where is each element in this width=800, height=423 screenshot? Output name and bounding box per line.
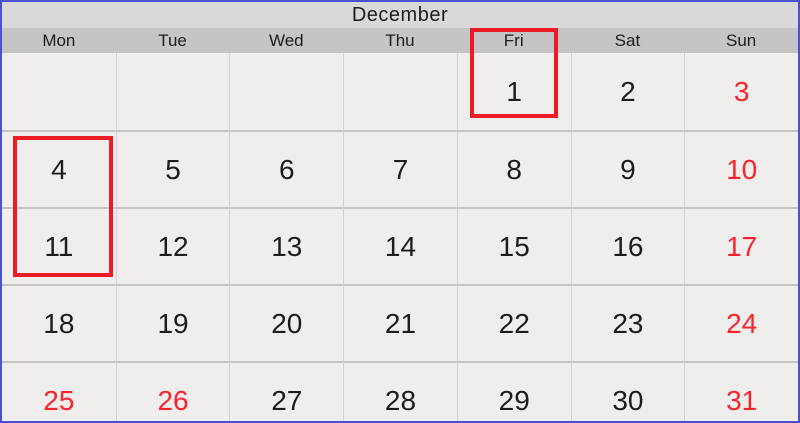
day-header-thu: Thu: [385, 31, 415, 50]
day-cell-26[interactable]: 26: [115, 361, 230, 421]
day-cell-23[interactable]: 23: [570, 284, 685, 361]
day-cell-4[interactable]: 4: [2, 130, 116, 207]
day-cell-18[interactable]: 18: [2, 284, 116, 361]
day-cell-30[interactable]: 30: [570, 361, 685, 421]
day-cell-12[interactable]: 12: [115, 207, 230, 284]
day-cell-31[interactable]: 31: [684, 361, 798, 421]
day-header-mon: Mon: [42, 31, 76, 50]
week-row-3: 11 12 13 14 15 16 17: [2, 207, 798, 284]
day-cell-empty: [229, 53, 343, 130]
day-header-wed: Wed: [268, 31, 304, 50]
day-header-sat: Sat: [614, 31, 641, 50]
calendar-grid: 1 2 3 4 5 6 7 8 9 10 11 12 13 14 15 16 17 18 19 20 21 22 23 24 2…: [2, 53, 798, 421]
day-cell-11[interactable]: 11: [2, 207, 116, 284]
day-cell-25[interactable]: 25: [2, 361, 116, 421]
day-header-sun: Sun: [726, 31, 757, 50]
day-header-row: Mon Tue Wed Thu Fri Sat Sun: [2, 28, 798, 53]
day-cell-7[interactable]: 7: [343, 130, 457, 207]
highlight-box-days-4-11: [13, 136, 113, 277]
week-row-4: 18 19 20 21 22 23 24: [2, 284, 798, 361]
day-cell-empty: [115, 53, 230, 130]
day-cell-9[interactable]: 9: [570, 130, 685, 207]
day-cell-2[interactable]: 2: [570, 53, 685, 130]
day-cell-27[interactable]: 27: [229, 361, 344, 421]
day-cell-21[interactable]: 21: [343, 284, 457, 361]
day-header-fri: Fri: [503, 31, 524, 50]
day-cell-15[interactable]: 15: [456, 207, 571, 284]
day-cell-13[interactable]: 13: [229, 207, 344, 284]
day-cell-22[interactable]: 22: [456, 284, 571, 361]
day-cell-8[interactable]: 8: [456, 130, 571, 207]
day-cell-5[interactable]: 5: [115, 130, 230, 207]
day-cell-1[interactable]: 1: [456, 53, 571, 130]
calendar-month-title: December: [2, 2, 798, 28]
day-cell-6[interactable]: 6: [229, 130, 344, 207]
day-cell-29[interactable]: 29: [456, 361, 571, 421]
day-header-tue: Tue: [158, 31, 187, 50]
highlight-box-fri-and-day-1: [470, 28, 558, 118]
day-cell-14[interactable]: 14: [343, 207, 457, 284]
day-cell-17[interactable]: 17: [684, 207, 798, 284]
day-cell-20[interactable]: 20: [229, 284, 344, 361]
day-cell-empty: [343, 53, 457, 130]
day-cell-10[interactable]: 10: [684, 130, 798, 207]
week-row-5: 25 26 27 28 29 30 31: [2, 361, 798, 421]
day-cell-19[interactable]: 19: [115, 284, 230, 361]
day-cell-28[interactable]: 28: [343, 361, 457, 421]
day-cell-3[interactable]: 3: [684, 53, 798, 130]
day-cell-empty: [2, 53, 116, 130]
day-cell-24[interactable]: 24: [684, 284, 798, 361]
day-cell-16[interactable]: 16: [570, 207, 685, 284]
week-row-2: 4 5 6 7 8 9 10: [2, 130, 798, 207]
